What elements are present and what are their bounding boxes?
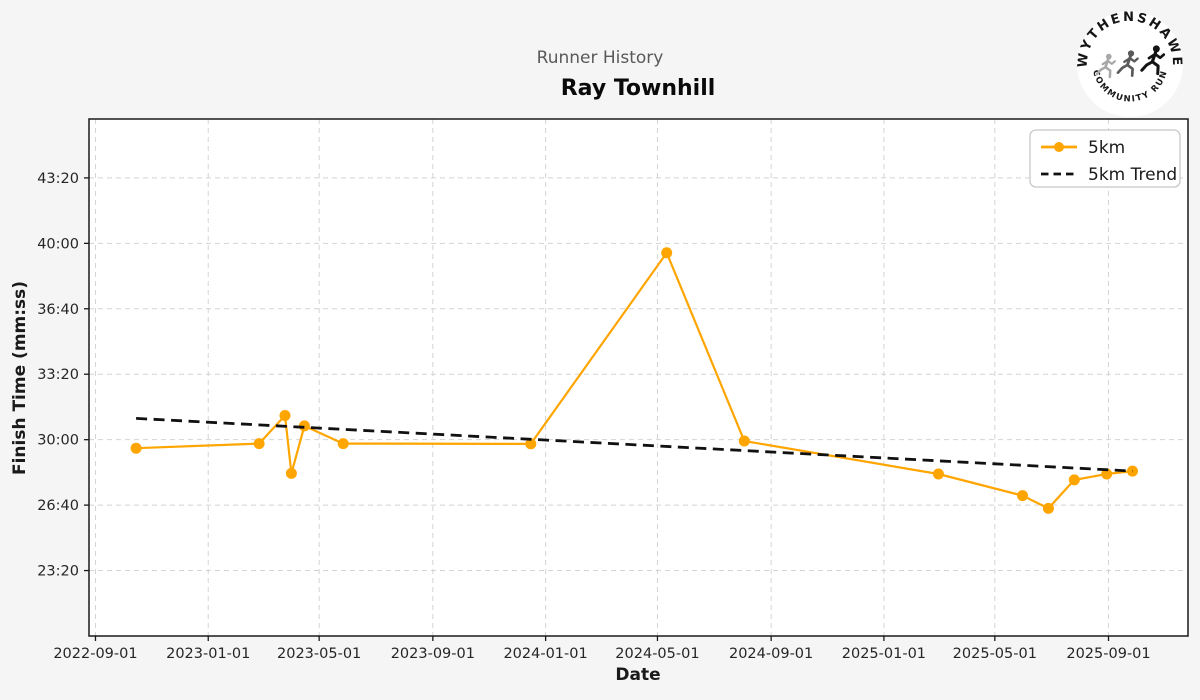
legend-marker-sample <box>1054 142 1064 152</box>
y-tick-label: 30:00 <box>37 433 79 449</box>
x-axis-label: Date <box>615 665 660 685</box>
logo-circle <box>1077 11 1183 117</box>
data-point-marker <box>525 438 537 450</box>
x-tick-label: 2025-01-01 <box>842 646 926 662</box>
data-point-marker <box>1017 490 1028 502</box>
legend-item: 5km <box>1041 138 1125 158</box>
x-tick-label: 2023-09-01 <box>391 646 475 662</box>
data-point-marker <box>661 247 673 259</box>
chart-title: Ray Townhill <box>561 76 716 101</box>
data-point-marker <box>130 442 142 454</box>
x-tick-label: 2024-09-01 <box>729 646 813 662</box>
y-tick-label: 33:20 <box>37 367 79 383</box>
data-point-marker <box>1042 502 1054 514</box>
data-point-marker <box>1068 474 1080 486</box>
data-point-marker <box>337 438 349 450</box>
x-tick-label: 2022-09-01 <box>53 646 137 662</box>
y-axis-label: Finish Time (mm:ss) <box>10 281 30 475</box>
data-point-marker <box>285 467 297 479</box>
legend-item: 5km Trend <box>1041 165 1177 185</box>
plot-area <box>89 119 1188 636</box>
y-tick-label: 40:00 <box>37 236 79 252</box>
gridlines <box>89 119 1188 636</box>
series-layer <box>130 247 1138 514</box>
y-tick-label: 43:20 <box>37 171 79 187</box>
data-point-marker <box>1101 468 1113 480</box>
plot-frame <box>88 118 1189 637</box>
x-tick-label: 2023-01-01 <box>166 646 250 662</box>
axes-layer: 2022-09-01 2023-01-01 2023-05-01 2023-09-01… <box>37 171 1150 662</box>
legend-item-label: 5km <box>1088 138 1125 158</box>
trend-line <box>136 417 1133 473</box>
y-tick-label: 26:40 <box>37 498 79 514</box>
data-point-marker <box>932 468 944 480</box>
x-tick-label: 2025-05-01 <box>953 646 1037 662</box>
y-tick-label: 23:20 <box>37 564 79 580</box>
chart-subtitle: Runner History <box>537 48 664 68</box>
x-tick-label: 2024-01-01 <box>503 646 587 662</box>
club-logo: WYTHENSHAWE COMMUNITY RUN <box>1075 10 1183 117</box>
x-tick-label: 2025-09-01 <box>1066 646 1150 662</box>
y-tick-label: 36:40 <box>37 302 79 318</box>
legend-item-label: 5km Trend <box>1088 165 1177 185</box>
data-point-marker <box>279 410 291 421</box>
legend: 5km 5km Trend <box>1029 129 1181 188</box>
x-tick-label: 2023-05-01 <box>277 646 361 662</box>
data-point-marker <box>253 438 265 450</box>
x-tick-label: 2024-05-01 <box>615 646 699 662</box>
data-point-marker <box>738 435 750 447</box>
